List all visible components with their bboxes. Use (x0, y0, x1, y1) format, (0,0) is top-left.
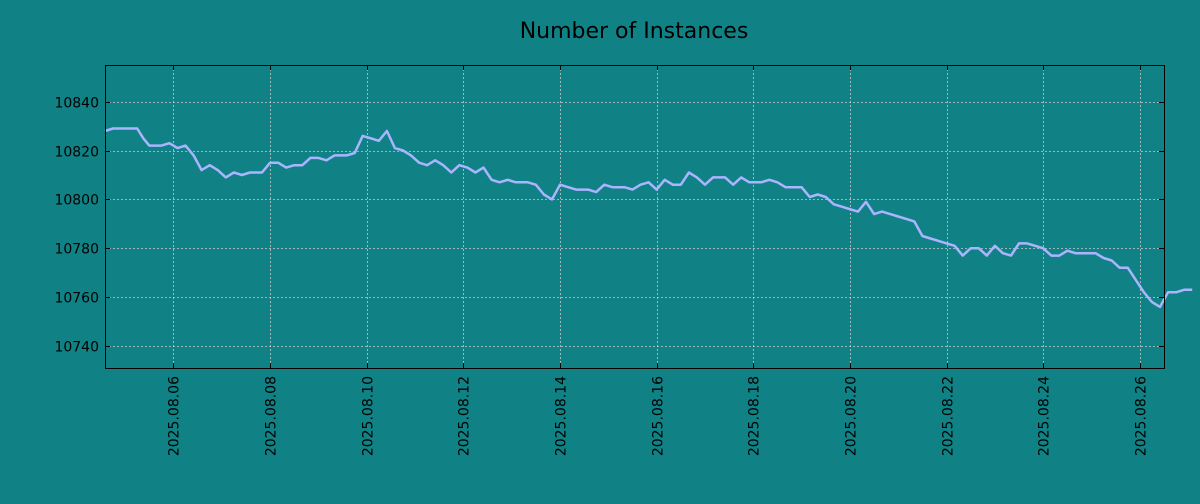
y-tick-label: 10760 (54, 291, 99, 307)
chart-title: Number of Instances (520, 19, 749, 44)
x-tick-label: 2025.08.08 (264, 376, 280, 456)
x-tick-label: 2025.08.16 (651, 376, 667, 456)
x-tick-label: 2025.08.06 (167, 376, 183, 456)
plot-area-frame (105, 65, 1165, 369)
series-line (104, 127, 1193, 309)
y-tick-label: 10820 (54, 145, 99, 161)
x-tick-label: 2025.08.22 (941, 376, 957, 456)
y-tick-label: 10780 (54, 242, 99, 258)
x-tick-label: 2025.08.10 (361, 376, 377, 456)
x-tick-label: 2025.08.24 (1037, 376, 1053, 456)
x-tick-label: 2025.08.26 (1134, 376, 1150, 456)
x-tick-label: 2025.08.18 (747, 376, 763, 456)
x-tick-label: 2025.08.14 (554, 376, 570, 456)
x-tick-label: 2025.08.20 (844, 376, 860, 456)
axes: 10740 10760 10780 10800 10820 10840 2025.08.06… (54, 65, 1164, 456)
grid-lines (105, 65, 1164, 368)
y-tick-label: 10740 (54, 340, 99, 356)
y-tick-label: 10840 (54, 96, 99, 112)
series-layer (104, 127, 1193, 309)
y-tick-label: 10800 (54, 193, 99, 209)
x-tick-label: 2025.08.12 (457, 376, 473, 456)
